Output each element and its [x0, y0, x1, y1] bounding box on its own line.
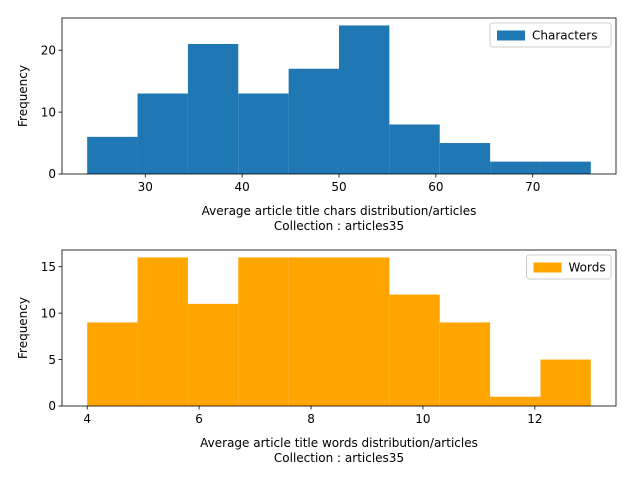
y-tick-label: 5	[48, 353, 56, 367]
x-tick-label: 10	[415, 412, 430, 426]
chart-characters: 30 40 50 60 70 0 10 20 Average article title cha…	[16, 17, 617, 233]
y-tick-label: 10	[41, 306, 56, 320]
legend-box	[526, 254, 612, 280]
y-tick-label: 0	[48, 167, 56, 181]
legend-swatch	[533, 262, 562, 273]
histogram-bar	[238, 257, 289, 406]
legend-swatch	[497, 30, 525, 41]
legend-box	[489, 22, 612, 48]
histogram-bar	[540, 161, 591, 174]
histogram-bar	[490, 161, 541, 174]
histogram-bar	[439, 322, 491, 406]
x-tick-label: 30	[138, 180, 153, 194]
x-tick-label: 6	[195, 412, 203, 426]
x-tick-label: 8	[307, 412, 315, 426]
x-axis-sublabel: Collection : articles35	[274, 451, 404, 465]
histogram-bar	[540, 359, 591, 406]
legend-label: Characters	[532, 29, 598, 43]
histogram-bar	[339, 25, 390, 175]
x-axis-label: Average article title words distribution…	[200, 436, 478, 450]
histogram-bar	[288, 257, 339, 406]
histogram-bar	[238, 93, 289, 174]
histogram-bar	[439, 143, 491, 174]
x-tick-label: 50	[331, 180, 346, 194]
y-axis-label: Frequency	[16, 65, 30, 127]
y-tick-label: 10	[41, 105, 56, 119]
histogram-bar	[490, 396, 541, 406]
axes-frame	[61, 249, 617, 407]
histogram-bar	[137, 257, 188, 406]
y-tick-label: 15	[41, 260, 56, 274]
y-axis-label: Frequency	[16, 297, 30, 359]
x-axis-label: Average article title chars distribution…	[202, 204, 477, 218]
chart-words: 4 6 8 10 12 0 5 10 15 Average article title words…	[16, 249, 617, 465]
x-tick-label: 70	[525, 180, 540, 194]
histogram-bar	[389, 124, 440, 174]
histogram-bar	[87, 136, 138, 174]
legend-label: Words	[569, 261, 606, 275]
x-tick-label: 4	[83, 412, 91, 426]
histogram-bar	[339, 257, 390, 406]
x-tick-label: 12	[527, 412, 542, 426]
y-tick-label: 20	[41, 43, 56, 57]
histogram-bar	[288, 68, 339, 174]
histogram-bar	[187, 44, 239, 174]
histogram-bar	[187, 303, 239, 406]
x-tick-label: 60	[428, 180, 443, 194]
y-tick-label: 0	[48, 399, 56, 413]
x-axis-sublabel: Collection : articles35	[274, 219, 404, 233]
x-tick-label: 40	[235, 180, 250, 194]
histogram-bar	[87, 322, 138, 406]
histogram-bar	[137, 93, 188, 174]
histogram-bar	[389, 294, 440, 406]
